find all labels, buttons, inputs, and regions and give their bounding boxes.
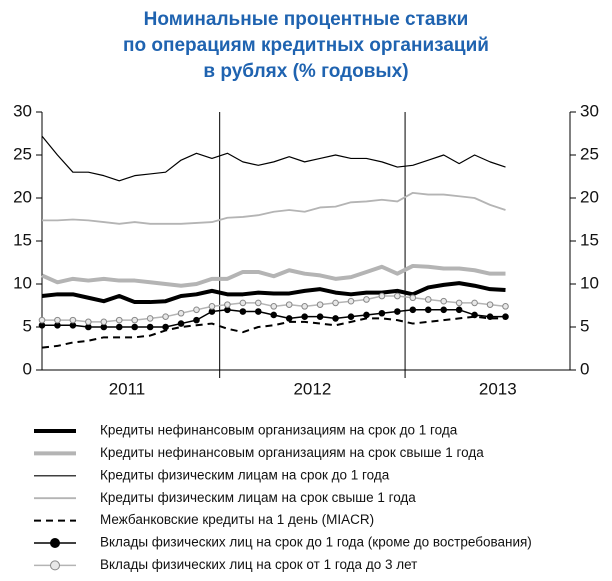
y2-tick-label: 10 <box>580 273 599 292</box>
legend-label: Межбанковские кредиты на 1 день (MIACR) <box>100 512 374 527</box>
series-marker <box>115 316 123 324</box>
y2-tick-label: 25 <box>580 144 599 163</box>
x-tick-label: 2012 <box>293 379 331 398</box>
series-marker <box>270 311 278 319</box>
series-marker <box>455 306 463 314</box>
series-marker <box>193 306 200 314</box>
series-marker <box>502 313 509 320</box>
series-marker <box>440 306 448 314</box>
x-tick-label: 2011 <box>109 379 146 398</box>
y-tick-label: 30 <box>13 101 32 120</box>
series-marker <box>162 323 169 331</box>
series-marker <box>239 299 247 307</box>
chart-title: в рублях (% годовых) <box>203 61 408 82</box>
series-marker <box>440 297 448 305</box>
series-marker <box>131 323 138 331</box>
series-marker <box>394 292 401 300</box>
series-marker <box>38 316 46 324</box>
y-tick-label: 5 <box>23 316 32 335</box>
series-marker <box>254 308 262 315</box>
series-marker <box>239 308 247 315</box>
series-marker <box>471 311 478 319</box>
series-line <box>42 191 506 225</box>
y-tick-label: 10 <box>13 273 32 292</box>
series-marker <box>378 309 386 317</box>
series-marker <box>146 323 154 331</box>
series-marker <box>363 296 370 303</box>
series-marker <box>162 313 169 320</box>
series-marker <box>316 313 324 320</box>
series-marker <box>177 320 185 327</box>
series-marker <box>424 306 432 314</box>
y2-tick-label: 15 <box>580 230 599 249</box>
series-marker <box>131 316 138 324</box>
series-marker <box>409 294 417 302</box>
legend-label: Вклады физических лиц на срок до 1 года … <box>100 535 532 550</box>
series-marker <box>424 296 432 303</box>
series-line <box>41 263 506 288</box>
series-marker <box>285 301 293 308</box>
series-marker <box>208 303 216 310</box>
series-marker <box>224 301 231 308</box>
series-marker <box>100 318 108 326</box>
series-line <box>41 135 506 182</box>
y2-tick-label: 0 <box>580 359 589 378</box>
series-marker <box>115 323 123 331</box>
series-marker <box>285 315 293 322</box>
series-marker <box>316 301 324 308</box>
series-marker <box>254 299 262 307</box>
series-marker <box>85 318 92 326</box>
series-marker <box>347 313 355 320</box>
legend-label: Кредиты нефинансовым организациям на сро… <box>100 445 484 460</box>
series-marker <box>471 299 478 307</box>
chart-title: по операциям кредитных организаций <box>123 35 489 56</box>
legend-label: Вклады физических лиц на срок от 1 года … <box>100 557 417 572</box>
series-marker <box>146 315 154 322</box>
series-marker <box>347 297 355 305</box>
chart-title: Номинальные процентные ставки <box>144 9 469 30</box>
series-marker <box>332 299 339 307</box>
series-marker <box>177 309 185 317</box>
series-marker <box>301 313 308 320</box>
legend-label: Кредиты физическим лицам на срок до 1 го… <box>100 467 390 482</box>
y2-tick-label: 5 <box>580 316 589 335</box>
series-marker <box>69 316 77 324</box>
series-marker <box>486 313 494 320</box>
series-line <box>41 315 506 349</box>
y-tick-label: 25 <box>13 144 32 163</box>
legend-marker <box>50 560 60 571</box>
legend-marker <box>50 538 60 548</box>
series-marker <box>193 316 200 324</box>
series-marker <box>378 292 386 300</box>
series-marker <box>54 316 61 324</box>
series-marker <box>301 303 308 310</box>
series-marker <box>409 306 417 314</box>
series-marker <box>332 315 339 322</box>
series-marker <box>486 301 494 308</box>
y2-tick-label: 20 <box>580 187 599 206</box>
x-tick-label: 2013 <box>479 379 517 398</box>
y-tick-label: 0 <box>23 359 32 378</box>
series-marker <box>394 308 401 315</box>
series-marker <box>502 303 509 310</box>
series-marker <box>455 299 463 307</box>
legend-label: Кредиты нефинансовым организациям на сро… <box>100 423 458 438</box>
series-marker <box>270 303 278 310</box>
y2-tick-label: 30 <box>580 101 599 120</box>
series-line <box>41 281 506 305</box>
series-marker <box>363 311 370 319</box>
legend-label: Кредиты физическим лицам на срок свыше 1… <box>100 490 416 505</box>
y-tick-label: 20 <box>13 187 32 206</box>
y-tick-label: 15 <box>13 230 32 249</box>
